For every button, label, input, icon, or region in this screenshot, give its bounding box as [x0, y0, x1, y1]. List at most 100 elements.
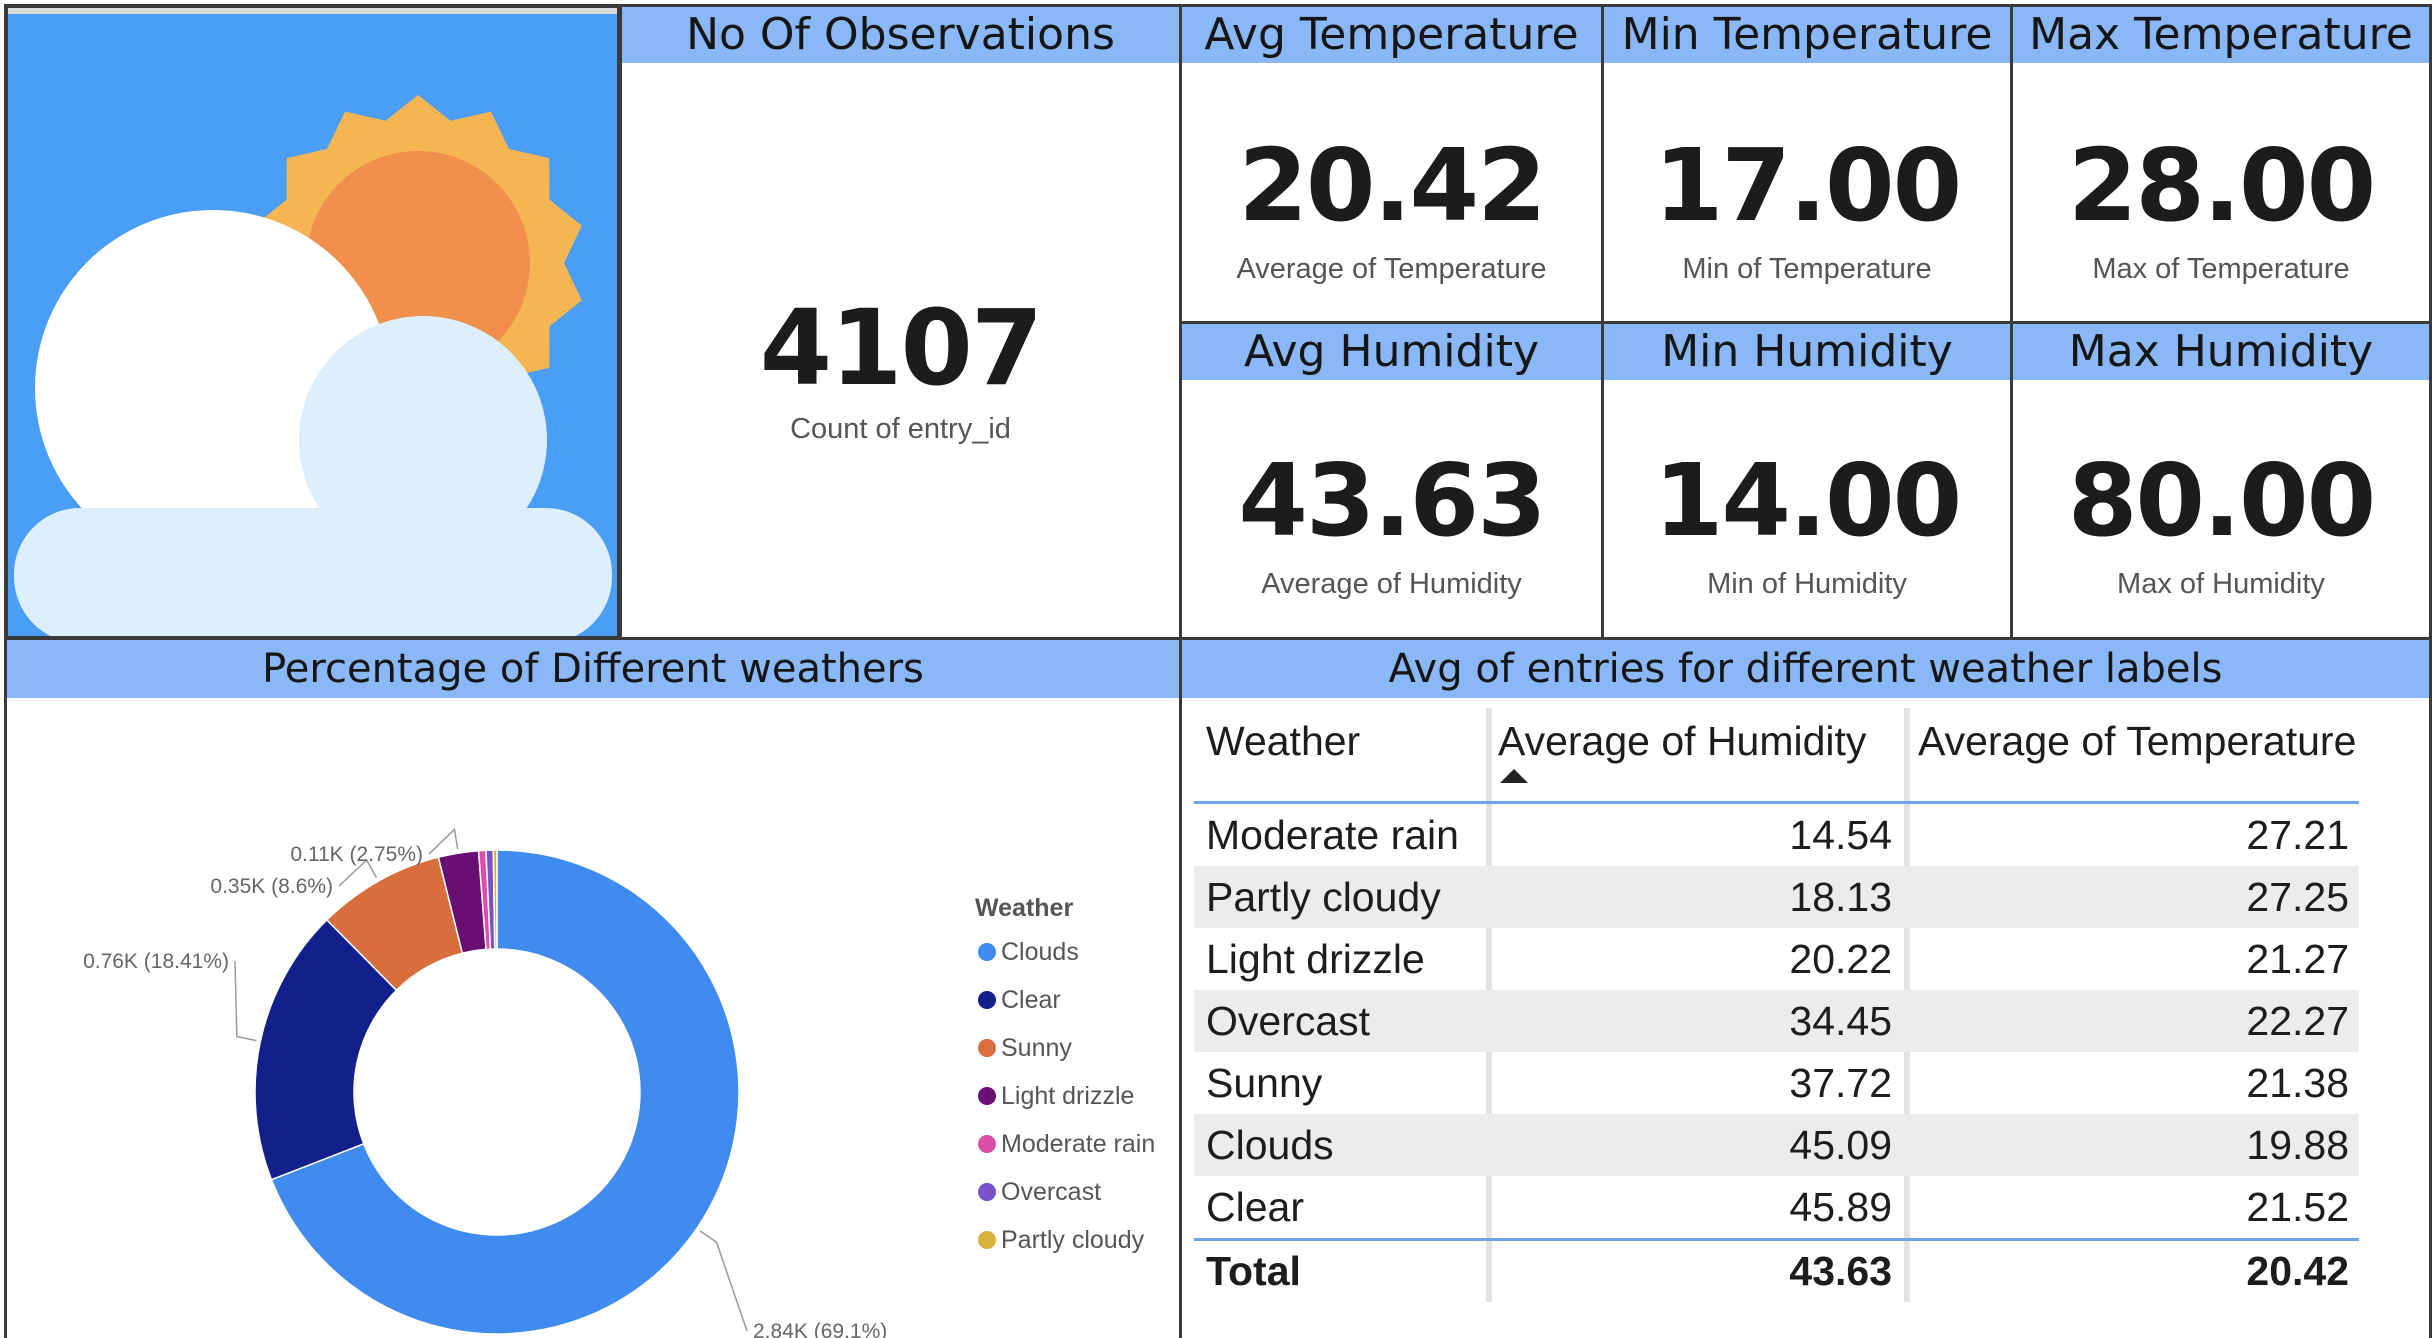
data-label: 0.35K (8.6%) [210, 875, 333, 898]
column-header-avg-humidity[interactable]: Average of Humidity [1486, 718, 1906, 783]
chart-title: Percentage of Different weathers [7, 640, 1179, 698]
weather-cell: Moderate rain [1206, 811, 1459, 858]
weather-cell: Overcast [1206, 997, 1371, 1044]
table-title: Avg of entries for different weather lab… [1182, 640, 2429, 698]
kpi-max-humidity-caption: Max of Humidity [2117, 568, 2325, 600]
total-temperature: 20.42 [2246, 1248, 2349, 1294]
legend-item-label[interactable]: Overcast [1001, 1178, 1101, 1206]
legend-item-label[interactable]: Light drizzle [1001, 1082, 1134, 1110]
weather-cell: Clouds [1206, 1121, 1334, 1168]
kpi-observations-caption: Count of entry_id [790, 413, 1011, 445]
humidity-cell: 45.09 [1789, 1121, 1892, 1168]
legend-marker[interactable] [978, 1087, 996, 1105]
legend-item-label[interactable]: Clear [1001, 986, 1061, 1014]
table-header-row: Weather Average of Humidity Average of T… [1194, 708, 2359, 804]
table-total-row: Total 43.63 20.42 [1194, 1238, 2359, 1302]
table-row: Clouds 45.09 19.88 [1194, 1114, 2359, 1176]
leader-line [338, 858, 378, 887]
weather-cell: Partly cloudy [1206, 873, 1441, 920]
slice-clear[interactable] [254, 918, 398, 1181]
table-row: Clear 45.89 21.52 [1194, 1176, 2359, 1238]
kpi-max-temperature-card: Max Temperature 28.00 Max of Temperature [2010, 4, 2432, 324]
temperature-cell: 21.27 [2246, 935, 2349, 982]
legend-marker[interactable] [978, 1135, 996, 1153]
kpi-min-humidity-value: 14.00 [1653, 442, 1962, 559]
kpi-max-temperature-caption: Max of Temperature [2092, 253, 2350, 285]
legend-marker[interactable] [978, 943, 996, 961]
legend-item-label[interactable]: Partly cloudy [1001, 1226, 1145, 1254]
legend-item-label[interactable]: Sunny [1001, 1034, 1072, 1062]
weather-cell: Sunny [1206, 1059, 1323, 1106]
kpi-min-temperature-title: Min Temperature [1604, 7, 2010, 63]
donut-chart: 2.84K (69.1%) 0.76K (18.41%) 0.35K (8.6%) 0… [83, 827, 1155, 1338]
kpi-max-temperature-value: 28.00 [2067, 127, 2376, 244]
leader-line [234, 960, 257, 1042]
kpi-min-temperature-card: Min Temperature 17.00 Min of Temperature [1601, 4, 2013, 324]
kpi-max-humidity-title: Max Humidity [2013, 324, 2429, 380]
weather-image-panel [4, 4, 621, 640]
kpi-avg-temperature-card: Avg Temperature 20.42 Average of Tempera… [1179, 4, 1604, 324]
humidity-cell: 18.13 [1789, 873, 1892, 920]
cloud-back-puff [35, 210, 391, 566]
legend-item-label[interactable]: Clouds [1001, 938, 1079, 966]
weather-percentage-chart-panel: Percentage of Different weathers 2.84K (… [4, 637, 1182, 1338]
humidity-cell: 34.45 [1789, 997, 1892, 1044]
temperature-cell: 22.27 [2246, 997, 2349, 1044]
humidity-cell: 14.54 [1789, 811, 1892, 858]
table-row: Moderate rain 14.54 27.21 [1194, 804, 2359, 866]
slice-partly-cloudy[interactable] [492, 849, 498, 950]
kpi-avg-temperature-title: Avg Temperature [1182, 7, 1601, 63]
humidity-cell: 45.89 [1789, 1183, 1892, 1230]
column-header-weather[interactable]: Weather [1206, 718, 1361, 764]
sort-ascending-icon [1500, 769, 1528, 783]
weather-averages-table-panel: Avg of entries for different weather lab… [1179, 637, 2432, 1338]
kpi-max-humidity-card: Max Humidity 80.00 Max of Humidity [2010, 321, 2432, 640]
legend-marker[interactable] [978, 1039, 996, 1057]
legend-title: Weather [975, 894, 1073, 922]
cloud-front-puff [299, 316, 547, 564]
sun-behind-cloud-icon [8, 8, 617, 636]
table-row: Light drizzle 20.22 21.27 [1194, 928, 2359, 990]
weather-cell: Light drizzle [1206, 935, 1425, 982]
leader-line [428, 827, 459, 855]
slice-clouds[interactable] [270, 849, 740, 1335]
humidity-cell: 37.72 [1789, 1059, 1892, 1106]
total-humidity: 43.63 [1789, 1248, 1892, 1294]
table-row: Sunny 37.72 21.38 [1194, 1052, 2359, 1114]
kpi-min-humidity-title: Min Humidity [1604, 324, 2010, 380]
data-label: 2.84K (69.1%) [753, 1320, 887, 1338]
cloud-base [14, 508, 612, 636]
legend-marker[interactable] [978, 1231, 996, 1249]
humidity-cell: 20.22 [1789, 935, 1892, 982]
kpi-min-humidity-caption: Min of Humidity [1707, 568, 1907, 600]
legend-marker[interactable] [978, 991, 996, 1009]
table-row: Overcast 34.45 22.27 [1194, 990, 2359, 1052]
kpi-observations-value: 4107 [759, 287, 1043, 409]
kpi-avg-temperature-caption: Average of Temperature [1236, 253, 1547, 285]
weather-cell: Clear [1206, 1183, 1304, 1230]
kpi-avg-humidity-caption: Average of Humidity [1261, 568, 1522, 600]
temperature-cell: 27.25 [2246, 873, 2349, 920]
kpi-observations-title: No Of Observations [622, 7, 1179, 63]
kpi-max-humidity-value: 80.00 [2067, 442, 2376, 559]
kpi-avg-humidity-card: Avg Humidity 43.63 Average of Humidity [1179, 321, 1604, 640]
kpi-max-temperature-title: Max Temperature [2013, 7, 2429, 63]
kpi-min-temperature-value: 17.00 [1653, 127, 1962, 244]
temperature-cell: 21.38 [2246, 1059, 2349, 1106]
weather-averages-table: Weather Average of Humidity Average of T… [1194, 708, 2359, 1302]
table-row: Partly cloudy 18.13 27.25 [1194, 866, 2359, 928]
kpi-avg-humidity-value: 43.63 [1238, 442, 1546, 559]
kpi-avg-temperature-value: 20.42 [1238, 127, 1546, 244]
leader-line [699, 1230, 748, 1332]
kpi-min-humidity-card: Min Humidity 14.00 Min of Humidity [1601, 321, 2013, 640]
data-label: 0.11K (2.75%) [290, 843, 423, 866]
temperature-cell: 27.21 [2246, 811, 2349, 858]
legend-marker[interactable] [978, 1183, 996, 1201]
column-header-avg-temperature[interactable]: Average of Temperature [1918, 718, 2357, 764]
legend-item-label[interactable]: Moderate rain [1001, 1130, 1155, 1158]
temperature-cell: 21.52 [2246, 1183, 2349, 1230]
kpi-observations-card: No Of Observations 4107 Count of entry_i… [619, 4, 1182, 640]
kpi-avg-humidity-title: Avg Humidity [1182, 324, 1601, 380]
kpi-min-temperature-caption: Min of Temperature [1682, 253, 1932, 285]
total-label: Total [1206, 1248, 1301, 1294]
